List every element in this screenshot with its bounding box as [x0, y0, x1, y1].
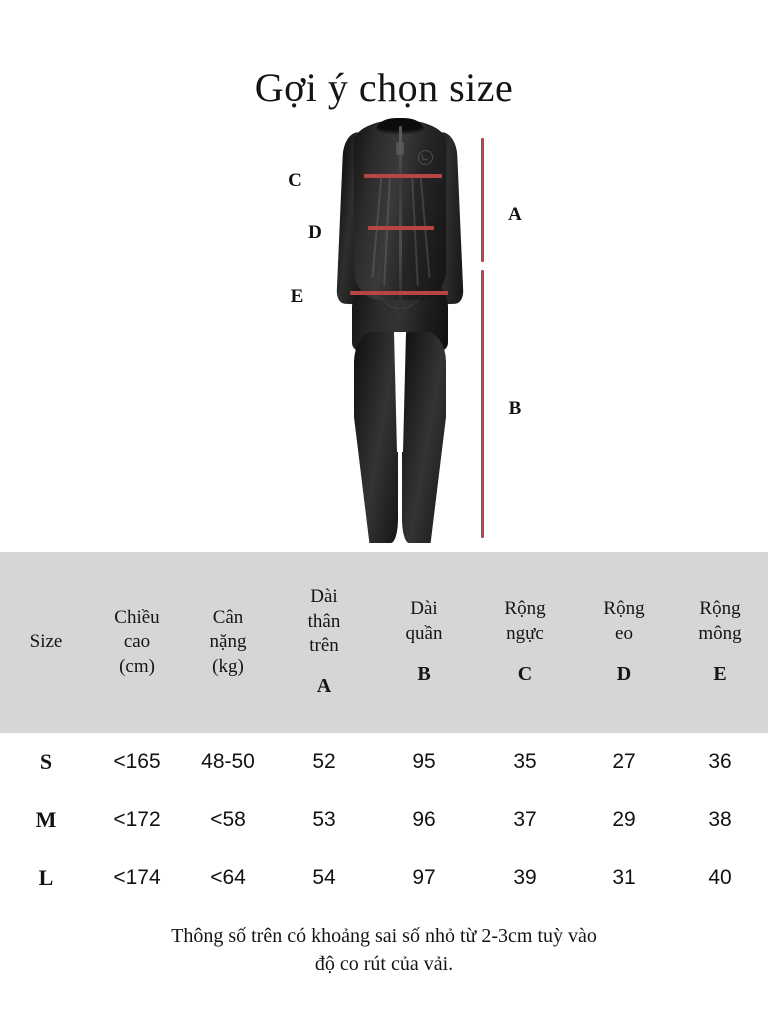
header-waist-width-line1: Rộng — [603, 598, 645, 620]
measurement-tolerance-note: Thông số trên có khoảng sai số nhỏ từ 2-… — [0, 922, 768, 979]
header-height-line2: cao — [123, 631, 151, 653]
header-weight: Cân nặng (kg) — [182, 552, 274, 733]
header-upper-length-line2: thân — [307, 610, 341, 632]
cell-waist-width: 29 — [612, 808, 636, 831]
size-guide-illustration: C D E A B — [0, 118, 768, 552]
note-line-2: độ co rút của vải. — [314, 953, 454, 976]
waist-measure-line — [368, 226, 434, 230]
cell-pant-length: 96 — [412, 808, 436, 831]
cell-upper-length: 52 — [312, 750, 336, 773]
header-hip-width-line2: mông — [698, 622, 742, 644]
header-chest-width-letter: C — [517, 663, 533, 686]
header-weight-line1: Cân — [212, 607, 244, 629]
figure-inseam-gap — [394, 332, 406, 452]
zipper-pull-icon — [396, 142, 404, 155]
header-size-line1: Size — [29, 631, 63, 653]
cell-upper-length: 53 — [312, 808, 336, 831]
label-hip-e: E — [290, 286, 304, 307]
header-pant-length-line1: Dài — [410, 598, 438, 620]
size-table-container: Size Chiều cao (cm) Cân nặng (kg) Dài th… — [0, 552, 768, 907]
cell-size: S — [39, 749, 53, 774]
header-height: Chiều cao (cm) — [92, 552, 182, 733]
header-upper-length-line1: Dài — [310, 586, 338, 608]
pant-length-measure-line — [481, 270, 484, 538]
header-hip-width: Rộng mông E — [672, 552, 768, 733]
header-pant-length: Dài quần B — [374, 552, 474, 733]
label-upper-length-a: A — [508, 204, 522, 225]
header-chest-width: Rộng ngực C — [474, 552, 576, 733]
header-chest-width-line1: Rộng — [504, 598, 546, 620]
cell-chest-width: 35 — [513, 750, 537, 773]
header-weight-line3: (kg) — [212, 655, 244, 677]
header-hip-width-line1: Rộng — [699, 598, 741, 620]
header-height-line1: Chiều — [114, 607, 160, 629]
header-upper-length: Dài thân trên A — [274, 552, 374, 733]
cell-upper-length: 54 — [312, 866, 336, 889]
header-pant-length-letter: B — [417, 663, 431, 686]
header-upper-length-letter: A — [316, 675, 332, 698]
cell-weight: <58 — [210, 808, 246, 831]
header-pant-length-line2: quần — [405, 622, 443, 644]
chest-measure-line — [364, 174, 442, 178]
header-height-line3: (cm) — [119, 655, 155, 677]
upper-length-measure-line — [481, 138, 484, 262]
cell-size: M — [35, 807, 57, 832]
cell-chest-width: 37 — [513, 808, 537, 831]
header-waist-width-line2: eo — [615, 622, 633, 644]
cell-hip-width: 40 — [708, 866, 732, 889]
header-waist-width: Rộng eo D — [576, 552, 672, 733]
header-weight-line2: nặng — [209, 631, 247, 653]
cell-size: L — [38, 865, 54, 890]
cell-hip-width: 36 — [708, 750, 732, 773]
table-row: M <172 <58 53 96 37 29 38 — [0, 791, 768, 849]
cell-height: <174 — [113, 866, 161, 889]
cell-chest-width: 39 — [513, 866, 537, 889]
cell-pant-length: 97 — [412, 866, 436, 889]
cell-height: <172 — [113, 808, 161, 831]
size-table-body: S <165 48-50 52 95 35 27 36 M <172 <58 5… — [0, 733, 768, 907]
page-title: Gợi ý chọn size — [254, 65, 514, 110]
cell-waist-width: 27 — [612, 750, 636, 773]
note-line-1: Thông số trên có khoảng sai số nhỏ từ 2-… — [171, 925, 597, 947]
header-waist-width-letter: D — [616, 663, 632, 686]
front-zipper-icon — [399, 126, 402, 312]
cell-weight: <64 — [210, 866, 246, 889]
header-row: Size Chiều cao (cm) Cân nặng (kg) Dài th… — [0, 552, 768, 733]
table-row: S <165 48-50 52 95 35 27 36 — [0, 733, 768, 791]
size-table-header: Size Chiều cao (cm) Cân nặng (kg) Dài th… — [0, 552, 768, 733]
table-row: L <174 <64 54 97 39 31 40 — [0, 849, 768, 907]
header-chest-width-line2: ngực — [506, 622, 544, 644]
header-upper-length-line3: trên — [309, 634, 339, 656]
header-hip-width-letter: E — [713, 663, 727, 686]
label-chest-c: C — [288, 170, 302, 191]
size-table: Size Chiều cao (cm) Cân nặng (kg) Dài th… — [0, 552, 768, 907]
cell-weight: 48-50 — [201, 750, 255, 773]
header-size: Size — [0, 552, 92, 733]
label-waist-d: D — [308, 222, 322, 243]
hip-measure-line — [350, 291, 448, 295]
cell-height: <165 — [113, 750, 161, 773]
cell-pant-length: 95 — [412, 750, 436, 773]
cell-waist-width: 31 — [612, 866, 636, 889]
label-pant-length-b: B — [508, 398, 522, 419]
cell-hip-width: 38 — [708, 808, 732, 831]
bodysuit-figure — [318, 118, 482, 548]
brand-logo-icon — [418, 150, 433, 165]
